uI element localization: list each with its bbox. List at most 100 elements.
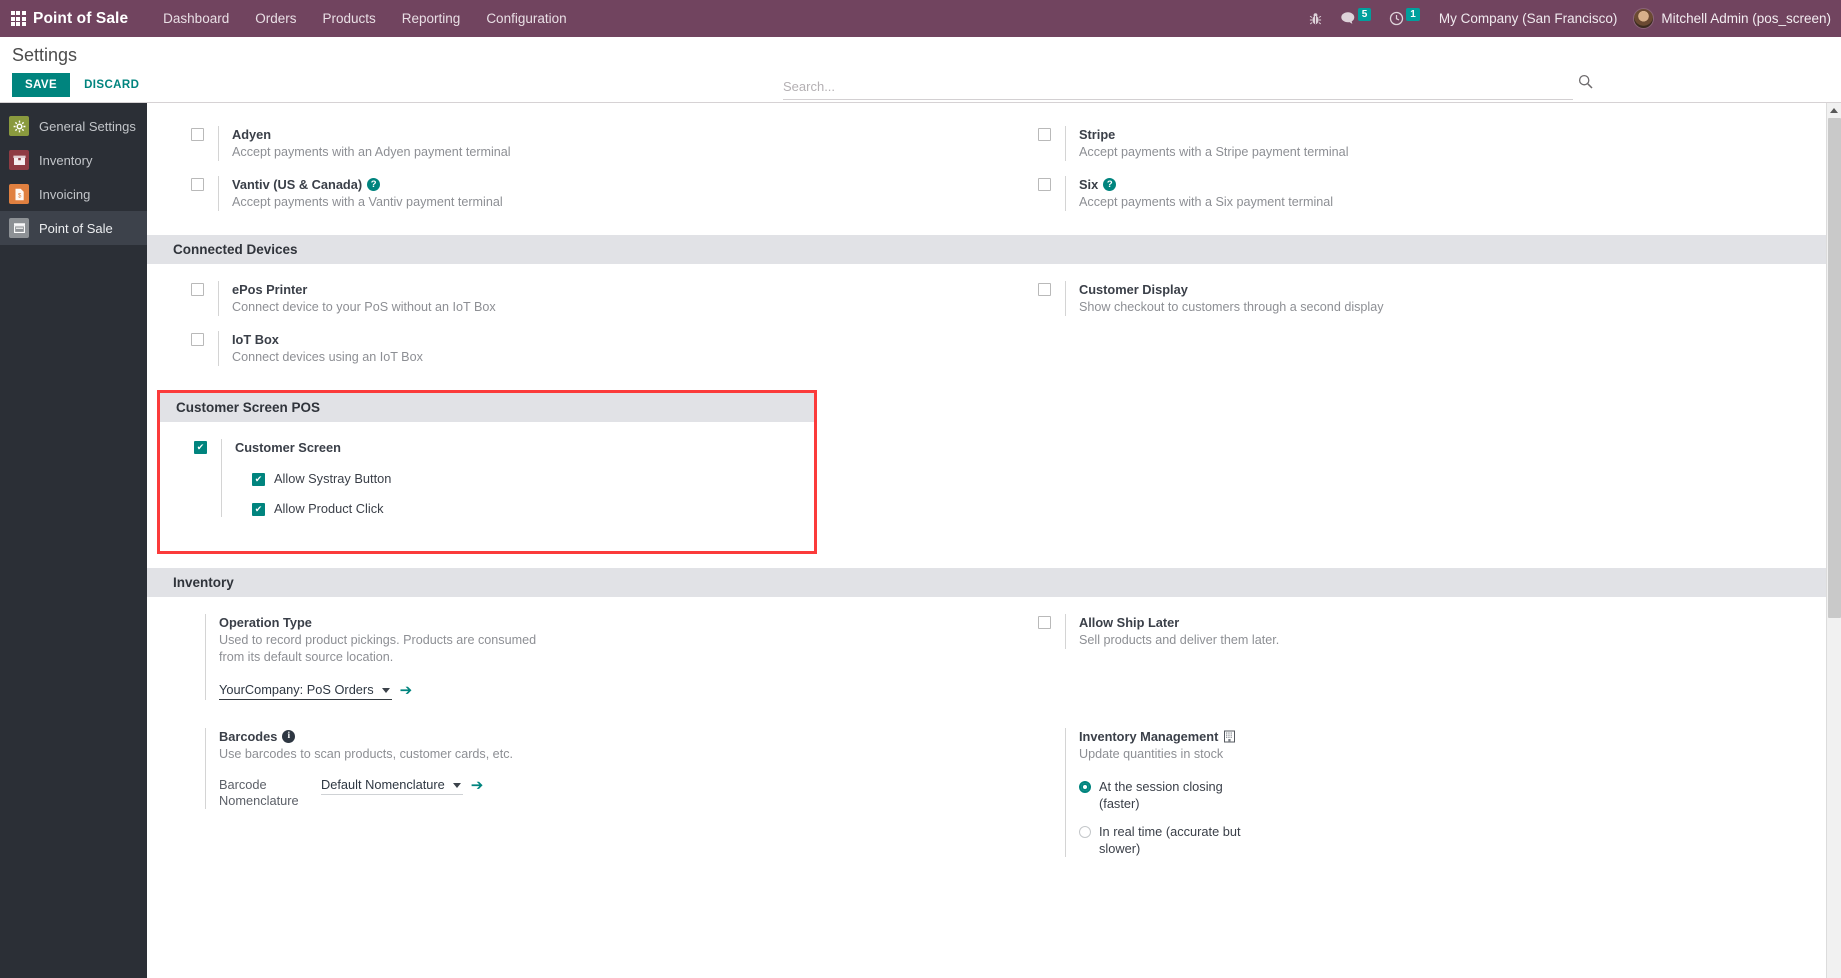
settings-content: Adyen Accept payments with an Adyen paym… — [147, 103, 1841, 978]
setting-allow-ship-later: Allow Ship Later Sell products and deliv… — [994, 609, 1841, 710]
sidebar-item-label: Point of Sale — [39, 220, 113, 236]
setting-stripe: Stripe Accept payments with a Stripe pay… — [994, 121, 1841, 171]
setting-title: Barcodes — [219, 729, 278, 744]
info-icon[interactable]: i — [282, 730, 296, 743]
sidebar-item-invoicing[interactable]: $ Invoicing — [0, 177, 147, 211]
bug-icon[interactable] — [1300, 0, 1331, 37]
setting-description: Show checkout to customers through a sec… — [1079, 300, 1384, 314]
vantiv-checkbox[interactable] — [191, 178, 204, 191]
internal-link-arrow-icon[interactable]: ➔ — [399, 682, 413, 699]
setting-title: Allow Ship Later — [1079, 615, 1180, 630]
adyen-checkbox[interactable] — [191, 128, 204, 141]
allow-product-click-checkbox[interactable] — [252, 503, 265, 516]
messages-icon[interactable]: 5 — [1331, 0, 1381, 37]
setting-title: Customer Screen — [235, 440, 341, 455]
content-scrollbar[interactable] — [1826, 103, 1841, 978]
sidebar-item-label: General Settings — [39, 118, 136, 134]
menu-item-configuration[interactable]: Configuration — [486, 11, 567, 26]
box-icon — [9, 150, 29, 170]
setting-title: Adyen — [232, 127, 272, 142]
search-input[interactable] — [783, 77, 1573, 99]
operation-type-value: YourCompany: PoS Orders — [219, 682, 374, 697]
menu-item-dashboard[interactable]: Dashboard — [163, 11, 230, 26]
highlighted-region-customer-screen-pos: Customer Screen POS Customer Screen Allo… — [157, 390, 817, 554]
six-checkbox[interactable] — [1038, 178, 1051, 191]
setting-description: Use barcodes to scan products, customer … — [219, 747, 513, 761]
setting-description: Connect devices using an IoT Box — [232, 350, 423, 364]
company-switcher[interactable]: My Company (San Francisco) — [1438, 11, 1618, 26]
setting-description: Update quantities in stock — [1079, 747, 1224, 761]
user-menu[interactable]: Mitchell Admin (pos_screen) — [1627, 8, 1831, 29]
setting-title: IoT Box — [232, 332, 279, 347]
real-time-radio[interactable] — [1079, 826, 1091, 838]
help-icon[interactable]: ? — [1103, 178, 1117, 191]
discard-button[interactable]: DISCARD — [78, 73, 145, 97]
svg-text:$: $ — [18, 193, 22, 199]
section-inventory: Operation Type Used to record product pi… — [147, 597, 1841, 881]
setting-adyen: Adyen Accept payments with an Adyen paym… — [147, 121, 994, 171]
help-icon[interactable]: ? — [367, 178, 381, 191]
activities-clock-icon[interactable]: 1 — [1380, 0, 1429, 37]
sidebar-item-general-settings[interactable]: General Settings — [0, 109, 147, 143]
section-header-inventory: Inventory — [147, 568, 1841, 597]
chevron-down-icon — [452, 783, 461, 788]
sub-option-allow-systray-button: Allow Systray Button — [235, 471, 391, 486]
barcode-nomenclature-select[interactable]: Default Nomenclature — [321, 777, 463, 795]
sidebar-item-inventory[interactable]: Inventory — [0, 143, 147, 177]
setting-title: Vantiv (US & Canada) — [232, 177, 363, 192]
stripe-checkbox[interactable] — [1038, 128, 1051, 141]
customer-screen-checkbox[interactable] — [194, 441, 207, 454]
main-menu: Dashboard Orders Products Reporting Conf… — [150, 0, 579, 37]
setting-description: Accept payments with a Vantiv payment te… — [232, 195, 503, 209]
user-name: Mitchell Admin (pos_screen) — [1661, 11, 1831, 26]
section-header-customer-screen-pos: Customer Screen POS — [160, 393, 814, 422]
allow-ship-later-checkbox[interactable] — [1038, 616, 1051, 629]
search-icon[interactable] — [1578, 74, 1593, 94]
menu-item-reporting[interactable]: Reporting — [401, 11, 461, 26]
page-body: General Settings Inventory $ Invoicing — [0, 103, 1841, 978]
avatar — [1633, 8, 1655, 29]
company-building-icon[interactable] — [1223, 730, 1236, 743]
scroll-up-arrow-icon[interactable] — [1827, 103, 1841, 118]
epos-printer-checkbox[interactable] — [191, 283, 204, 296]
operation-type-select[interactable]: YourCompany: PoS Orders — [219, 682, 392, 700]
setting-inventory-management: Inventory Management — [994, 710, 1841, 867]
store-icon — [9, 218, 29, 238]
page-title: Settings — [12, 45, 78, 65]
section-header-connected-devices: Connected Devices — [147, 235, 1841, 264]
iot-box-checkbox[interactable] — [191, 333, 204, 346]
menu-item-orders[interactable]: Orders — [255, 11, 297, 26]
setting-title: Inventory Management — [1079, 729, 1219, 744]
sidebar-item-point-of-sale[interactable]: Point of Sale — [0, 211, 147, 245]
radio-label: At the session closing (faster) — [1099, 779, 1223, 811]
barcode-nomenclature-value: Default Nomenclature — [321, 777, 445, 792]
setting-title: Customer Display — [1079, 282, 1188, 297]
control-panel: Settings SAVE DISCARD — [0, 37, 1841, 103]
setting-title: Stripe — [1079, 127, 1116, 142]
setting-description: Connect device to your PoS without an Io… — [232, 300, 496, 314]
setting-iot-box: IoT Box Connect devices using an IoT Box — [147, 326, 994, 376]
setting-description: Used to record product pickings. Product… — [219, 633, 537, 664]
gear-icon — [9, 116, 29, 136]
radio-option-session-closing: At the session closing (faster) — [1079, 778, 1259, 812]
setting-operation-type: Operation Type Used to record product pi… — [147, 609, 994, 710]
radio-label: In real time (accurate but slower) — [1099, 824, 1241, 856]
save-button[interactable]: SAVE — [12, 73, 71, 97]
section-connected-devices: ePos Printer Connect device to your PoS … — [147, 264, 1841, 390]
scrollbar-thumb[interactable] — [1828, 118, 1841, 618]
setting-customer-display: Customer Display Show checkout to custom… — [994, 276, 1841, 326]
app-brand[interactable]: Point of Sale — [33, 9, 129, 27]
messages-count-badge: 5 — [1357, 8, 1372, 21]
setting-title: Six — [1079, 177, 1099, 192]
menu-item-products[interactable]: Products — [322, 11, 376, 26]
radio-option-real-time: In real time (accurate but slower) — [1079, 823, 1259, 857]
customer-display-checkbox[interactable] — [1038, 283, 1051, 296]
apps-menu-icon[interactable] — [3, 11, 33, 26]
allow-systray-button-checkbox[interactable] — [252, 473, 265, 486]
search-bar — [783, 74, 1593, 100]
sub-option-label: Allow Product Click — [274, 501, 384, 516]
form-action-buttons: SAVE DISCARD — [12, 73, 1841, 97]
session-closing-radio[interactable] — [1079, 781, 1091, 793]
sub-option-label: Allow Systray Button — [274, 471, 392, 486]
internal-link-arrow-icon[interactable]: ➔ — [470, 777, 484, 794]
